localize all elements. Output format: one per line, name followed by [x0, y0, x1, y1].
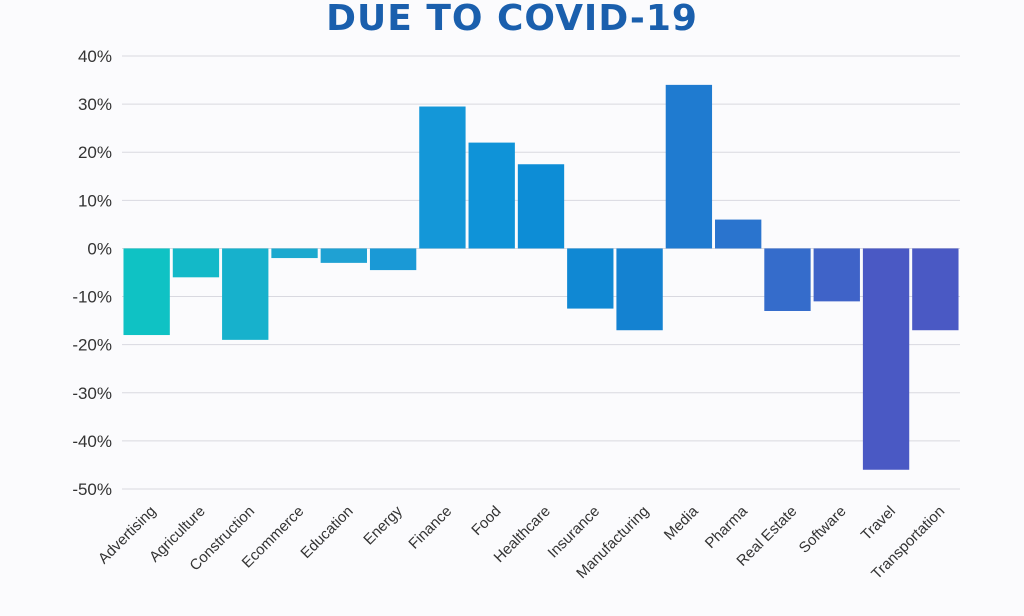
bar-transportation: [912, 248, 959, 331]
y-tick-label: 30%: [78, 95, 112, 114]
bar-agriculture: [172, 248, 220, 278]
bar-pharma: [715, 219, 762, 249]
x-category-label: Education: [297, 503, 356, 562]
bar-travel: [862, 248, 910, 470]
grid-lines: [122, 55, 960, 490]
y-tick-label: -50%: [72, 480, 112, 499]
bar-ecommerce: [271, 248, 318, 259]
bars: [123, 84, 959, 470]
bar-construction: [222, 248, 269, 340]
y-tick-label: 20%: [78, 143, 112, 162]
bar-real-estate: [764, 248, 811, 311]
x-category-label: Software: [796, 503, 850, 557]
x-category-label: Energy: [360, 502, 406, 548]
bar-advertising: [123, 248, 170, 336]
bar-finance: [419, 106, 466, 249]
bar-manufacturing: [616, 248, 663, 331]
x-axis-categories: AdvertisingAgricultureConstructionEcomme…: [95, 502, 948, 582]
x-category-label: Pharma: [702, 502, 752, 552]
y-tick-label: -10%: [72, 288, 112, 307]
y-tick-label: -40%: [72, 432, 112, 451]
y-tick-label: -30%: [72, 384, 112, 403]
y-tick-label: 40%: [78, 47, 112, 66]
bar-software: [813, 248, 860, 302]
bar-food: [468, 142, 515, 249]
bar-insurance: [567, 248, 614, 309]
y-tick-label: -20%: [72, 336, 112, 355]
y-tick-label: 10%: [78, 191, 112, 210]
x-category-label: Food: [468, 503, 504, 539]
chart-title: DUE TO COVID-19: [326, 0, 698, 39]
x-category-label: Travel: [858, 503, 899, 544]
x-category-label: Finance: [405, 503, 455, 553]
bar-energy: [369, 248, 417, 271]
bar-education: [320, 248, 367, 263]
bar-media: [665, 84, 713, 249]
x-category-label: Media: [661, 502, 702, 543]
y-axis-ticks: 40% 30% 20% 10% 0% -10% -20% -30% -40% -50%: [72, 47, 112, 499]
bar-healthcare: [517, 164, 565, 249]
y-tick-label: 0%: [87, 239, 112, 258]
